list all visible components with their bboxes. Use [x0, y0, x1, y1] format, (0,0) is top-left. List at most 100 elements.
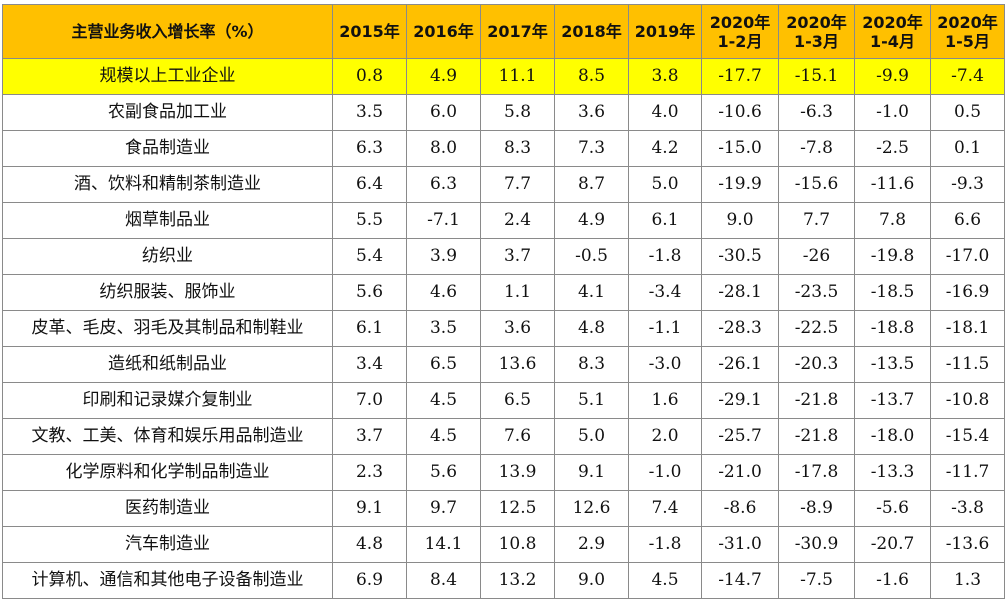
- growth-value-cell[interactable]: -3.8: [930, 490, 1005, 527]
- header-period-7[interactable]: 2020年 1-3月: [778, 4, 855, 59]
- growth-value-cell[interactable]: 7.3: [554, 130, 629, 167]
- growth-value-cell[interactable]: -18.1: [930, 310, 1005, 347]
- growth-value-cell[interactable]: -15.4: [930, 418, 1005, 455]
- growth-value-cell[interactable]: -0.5: [554, 238, 629, 275]
- growth-value-cell[interactable]: 3.7: [480, 238, 555, 275]
- growth-value-cell[interactable]: 6.5: [480, 382, 555, 419]
- growth-value-cell[interactable]: -6.3: [778, 94, 855, 131]
- growth-value-cell[interactable]: -9.9: [854, 58, 931, 95]
- growth-value-cell[interactable]: -1.1: [628, 310, 702, 347]
- growth-value-cell[interactable]: -30.9: [778, 526, 855, 563]
- growth-value-cell[interactable]: -17.8: [778, 454, 855, 491]
- growth-value-cell[interactable]: -13.3: [854, 454, 931, 491]
- industry-name-cell[interactable]: 烟草制品业: [2, 202, 333, 239]
- growth-value-cell[interactable]: 13.2: [480, 562, 555, 599]
- header-metric-label[interactable]: 主营业务收入增长率（%）: [2, 4, 333, 59]
- growth-value-cell[interactable]: -13.5: [854, 346, 931, 383]
- growth-value-cell[interactable]: -18.8: [854, 310, 931, 347]
- growth-value-cell[interactable]: 3.8: [628, 58, 702, 95]
- industry-name-cell[interactable]: 文教、工美、体育和娱乐用品制造业: [2, 418, 333, 455]
- growth-value-cell[interactable]: -11.7: [930, 454, 1005, 491]
- growth-value-cell[interactable]: -15.1: [778, 58, 855, 95]
- growth-value-cell[interactable]: -7.5: [778, 562, 855, 599]
- growth-value-cell[interactable]: 9.1: [554, 454, 629, 491]
- growth-value-cell[interactable]: -17.7: [701, 58, 779, 95]
- growth-value-cell[interactable]: 4.5: [628, 562, 702, 599]
- growth-value-cell[interactable]: 0.1: [930, 130, 1005, 167]
- growth-value-cell[interactable]: 4.5: [406, 382, 481, 419]
- growth-value-cell[interactable]: 6.5: [406, 346, 481, 383]
- growth-value-cell[interactable]: 7.7: [778, 202, 855, 239]
- growth-value-cell[interactable]: -22.5: [778, 310, 855, 347]
- growth-value-cell[interactable]: 1.1: [480, 274, 555, 311]
- growth-value-cell[interactable]: -18.5: [854, 274, 931, 311]
- growth-value-cell[interactable]: 7.7: [480, 166, 555, 203]
- growth-value-cell[interactable]: 9.0: [554, 562, 629, 599]
- growth-value-cell[interactable]: 12.6: [554, 490, 629, 527]
- growth-value-cell[interactable]: 4.1: [554, 274, 629, 311]
- growth-value-cell[interactable]: -17.0: [930, 238, 1005, 275]
- industry-name-cell[interactable]: 纺织服装、服饰业: [2, 274, 333, 311]
- industry-name-cell[interactable]: 纺织业: [2, 238, 333, 275]
- growth-value-cell[interactable]: -15.0: [701, 130, 779, 167]
- growth-value-cell[interactable]: 3.5: [332, 94, 407, 131]
- growth-value-cell[interactable]: 2.3: [332, 454, 407, 491]
- header-period-8[interactable]: 2020年 1-4月: [854, 4, 931, 59]
- growth-value-cell[interactable]: 5.8: [480, 94, 555, 131]
- growth-value-cell[interactable]: 11.1: [480, 58, 555, 95]
- growth-value-cell[interactable]: 3.7: [332, 418, 407, 455]
- growth-value-cell[interactable]: 5.0: [554, 418, 629, 455]
- growth-value-cell[interactable]: 13.9: [480, 454, 555, 491]
- growth-value-cell[interactable]: -18.0: [854, 418, 931, 455]
- growth-value-cell[interactable]: 8.7: [554, 166, 629, 203]
- growth-value-cell[interactable]: -25.7: [701, 418, 779, 455]
- growth-value-cell[interactable]: -31.0: [701, 526, 779, 563]
- growth-value-cell[interactable]: 4.8: [332, 526, 407, 563]
- growth-value-cell[interactable]: -21.8: [778, 418, 855, 455]
- header-period-9[interactable]: 2020年 1-5月: [930, 4, 1005, 59]
- growth-value-cell[interactable]: 7.4: [628, 490, 702, 527]
- growth-value-cell[interactable]: -1.8: [628, 526, 702, 563]
- growth-value-cell[interactable]: 4.2: [628, 130, 702, 167]
- growth-value-cell[interactable]: -5.6: [854, 490, 931, 527]
- growth-value-cell[interactable]: -1.0: [628, 454, 702, 491]
- growth-value-cell[interactable]: 8.0: [406, 130, 481, 167]
- growth-value-cell[interactable]: -16.9: [930, 274, 1005, 311]
- industry-name-cell[interactable]: 化学原料和化学制品制造业: [2, 454, 333, 491]
- growth-value-cell[interactable]: 0.8: [332, 58, 407, 95]
- header-period-1[interactable]: 2015年: [332, 4, 407, 59]
- header-period-3[interactable]: 2017年: [480, 4, 555, 59]
- industry-name-cell[interactable]: 计算机、通信和其他电子设备制造业: [2, 562, 333, 599]
- growth-value-cell[interactable]: 2.0: [628, 418, 702, 455]
- growth-value-cell[interactable]: -26.1: [701, 346, 779, 383]
- growth-value-cell[interactable]: 5.1: [554, 382, 629, 419]
- header-period-5[interactable]: 2019年: [628, 4, 702, 59]
- industry-name-cell[interactable]: 规模以上工业企业: [2, 58, 333, 95]
- growth-value-cell[interactable]: -2.5: [854, 130, 931, 167]
- growth-value-cell[interactable]: 6.3: [332, 130, 407, 167]
- growth-value-cell[interactable]: 4.9: [554, 202, 629, 239]
- growth-value-cell[interactable]: 6.3: [406, 166, 481, 203]
- growth-value-cell[interactable]: 4.9: [406, 58, 481, 95]
- industry-name-cell[interactable]: 食品制造业: [2, 130, 333, 167]
- growth-value-cell[interactable]: 6.6: [930, 202, 1005, 239]
- growth-value-cell[interactable]: -30.5: [701, 238, 779, 275]
- header-period-2[interactable]: 2016年: [406, 4, 481, 59]
- growth-value-cell[interactable]: -7.1: [406, 202, 481, 239]
- growth-value-cell[interactable]: -1.0: [854, 94, 931, 131]
- growth-value-cell[interactable]: 2.4: [480, 202, 555, 239]
- growth-value-cell[interactable]: -1.8: [628, 238, 702, 275]
- growth-value-cell[interactable]: 4.0: [628, 94, 702, 131]
- growth-value-cell[interactable]: -7.8: [778, 130, 855, 167]
- growth-value-cell[interactable]: -11.5: [930, 346, 1005, 383]
- industry-name-cell[interactable]: 皮革、毛皮、羽毛及其制品和制鞋业: [2, 310, 333, 347]
- growth-value-cell[interactable]: 4.6: [406, 274, 481, 311]
- growth-value-cell[interactable]: 3.6: [480, 310, 555, 347]
- growth-value-cell[interactable]: -11.6: [854, 166, 931, 203]
- growth-value-cell[interactable]: 0.5: [930, 94, 1005, 131]
- growth-value-cell[interactable]: 9.0: [701, 202, 779, 239]
- growth-value-cell[interactable]: 8.3: [480, 130, 555, 167]
- industry-name-cell[interactable]: 农副食品加工业: [2, 94, 333, 131]
- growth-value-cell[interactable]: 13.6: [480, 346, 555, 383]
- growth-value-cell[interactable]: -21.8: [778, 382, 855, 419]
